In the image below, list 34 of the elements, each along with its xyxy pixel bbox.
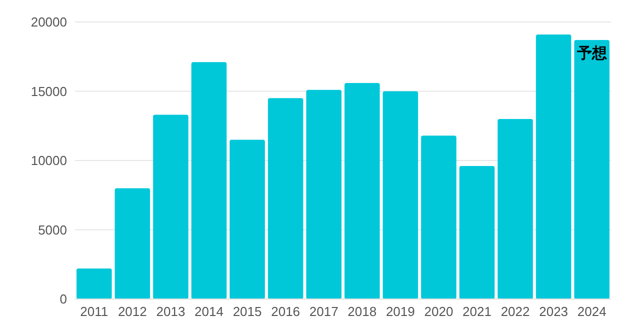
bar (230, 140, 265, 299)
x-tick-label: 2013 (156, 304, 186, 319)
x-tick-label: 2012 (118, 304, 147, 319)
x-tick-label: 2015 (232, 304, 262, 319)
x-tick-label: 2019 (386, 304, 415, 319)
y-tick-label: 20000 (30, 14, 67, 30)
x-tick-label: 2023 (539, 304, 568, 319)
bar (153, 114, 188, 299)
y-tick-label: 15000 (30, 84, 67, 99)
x-tick-label: 2017 (309, 304, 338, 319)
bar (344, 82, 380, 299)
bar (306, 90, 342, 299)
bar (536, 34, 572, 299)
x-tick-label: 2011 (80, 304, 108, 319)
x-tick-label: 2021 (462, 304, 492, 319)
bar (574, 40, 610, 299)
bar (382, 91, 418, 299)
x-tick-label: 2016 (271, 304, 300, 319)
bar (459, 166, 495, 299)
bar (114, 188, 150, 299)
bar (268, 98, 304, 299)
annotation: 予想 (576, 45, 608, 62)
x-tick-label: 2018 (348, 304, 377, 319)
y-tick-label: 5000 (38, 222, 67, 238)
bar (498, 118, 533, 299)
x-tick-label: 2024 (577, 304, 606, 319)
x-tick-label: 2020 (424, 304, 454, 319)
y-tick-label: 0 (60, 292, 67, 306)
x-tick-label: 2014 (194, 304, 224, 319)
bar (76, 268, 112, 299)
y-tick-label: 10000 (30, 153, 67, 168)
bar (421, 136, 456, 299)
bar (191, 62, 227, 299)
x-tick-label: 2022 (500, 304, 530, 319)
